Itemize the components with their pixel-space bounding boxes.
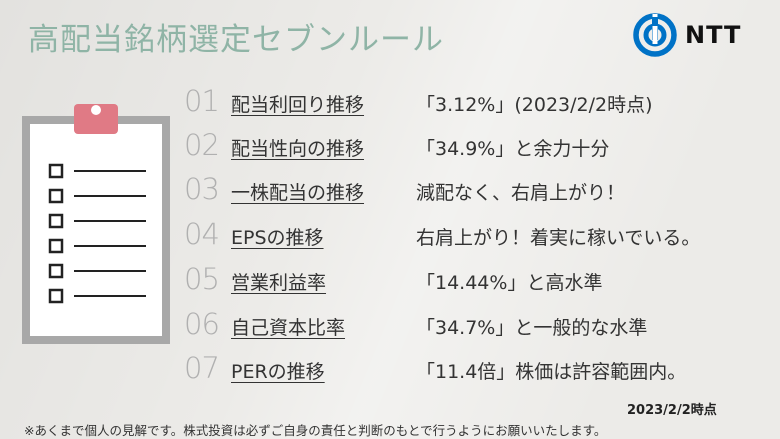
rule-number: 04 bbox=[184, 217, 220, 251]
rule-value: 「14.44%」と高水準 bbox=[416, 272, 603, 294]
rule-number: 01 bbox=[184, 84, 220, 118]
rule-number: 03 bbox=[184, 172, 220, 206]
rule-number: 02 bbox=[184, 128, 220, 162]
disclaimer-note: ※あくまで個人の見解です。株式投資は必ずご自身の責任と判断のもとで行うようにお願… bbox=[24, 423, 607, 438]
rule-value: 「34.9%」と余力十分 bbox=[416, 138, 610, 160]
ntt-logo-icon bbox=[633, 13, 677, 57]
rule-value: 右肩上がり！着実に稼いでいる。 bbox=[416, 227, 701, 249]
rule-label: 営業利益率 bbox=[231, 272, 327, 294]
clipboard-checklist-icon bbox=[22, 104, 170, 344]
rule-label: 配当性向の推移 bbox=[231, 138, 365, 160]
ntt-logo: NTT bbox=[633, 13, 763, 57]
page-title: 高配当銘柄選定セブンルール bbox=[28, 22, 444, 58]
as-of-date: 2023/2/2時点 bbox=[627, 403, 717, 418]
rule-label: 自己資本比率 bbox=[231, 317, 346, 339]
rule-label: 配当利回り推移 bbox=[231, 94, 365, 116]
rule-number: 05 bbox=[184, 262, 220, 296]
rule-value: 「3.12%」(2023/2/2時点) bbox=[416, 94, 653, 116]
rule-value: 「34.7%」と一般的な水準 bbox=[416, 317, 648, 339]
rule-label: 一株配当の推移 bbox=[231, 182, 365, 204]
rule-value: 減配なく、右肩上がり！ bbox=[416, 182, 626, 204]
rule-number: 07 bbox=[184, 351, 220, 385]
rule-label: EPSの推移 bbox=[231, 227, 324, 249]
ntt-logo-text: NTT bbox=[685, 21, 742, 49]
rule-value: 「11.4倍」株価は許容範囲内。 bbox=[416, 361, 687, 383]
rule-label: PERの推移 bbox=[231, 361, 325, 383]
rule-number: 06 bbox=[184, 307, 220, 341]
